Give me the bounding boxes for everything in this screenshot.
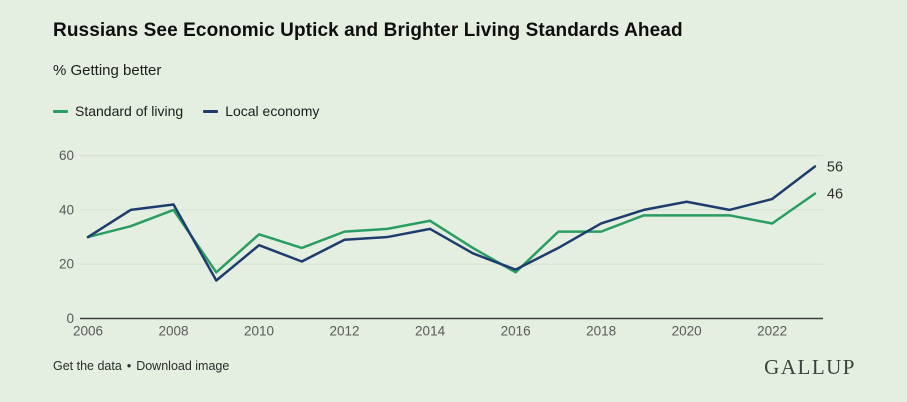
get-the-data-link[interactable]: Get the data — [53, 359, 122, 373]
x-tick-label: 2010 — [244, 324, 274, 339]
x-tick-label: 2018 — [586, 324, 616, 339]
legend-label: Local economy — [225, 103, 320, 119]
download-image-link[interactable]: Download image — [136, 359, 230, 373]
x-tick-label: 2022 — [757, 324, 787, 339]
x-tick-label: 2012 — [330, 324, 360, 339]
series-line-standard-of-living — [86, 192, 817, 274]
legend-swatch-navy — [203, 109, 219, 113]
y-tick-label: 20 — [59, 257, 74, 272]
legend-swatch-green — [53, 109, 68, 113]
chart-subtitle: % Getting better — [53, 62, 162, 79]
x-tick-label: 2006 — [73, 324, 103, 339]
gallup-logo: GALLUP — [764, 355, 856, 379]
series-line-local-economy — [86, 165, 817, 282]
series-end-label: 56 — [827, 159, 843, 175]
x-tick-label: 2016 — [501, 324, 531, 339]
legend-item-local-economy: Local economy — [203, 103, 319, 119]
chart-svg: 0 20 40 60 2006 2008 2010 2012 2014 2016 2018 2020 2… — [59, 148, 843, 339]
line-chart: 0 20 40 60 2006 2008 2010 2012 2014 2016 2018 2020 2… — [0, 135, 907, 355]
x-tick-label: 2020 — [672, 324, 702, 339]
legend: Standard of living Local economy — [53, 103, 319, 119]
y-tick-label: 0 — [66, 311, 74, 326]
legend-item-standard-of-living: Standard of living — [53, 103, 183, 119]
x-tick-label: 2014 — [415, 324, 446, 339]
chart-title: Russians See Economic Uptick and Brighte… — [53, 20, 683, 41]
footer-separator: • — [126, 359, 132, 373]
x-tick-label: 2008 — [158, 324, 188, 339]
legend-label: Standard of living — [75, 103, 184, 119]
y-tick-label: 60 — [59, 148, 74, 163]
series-end-label: 46 — [827, 187, 843, 203]
footer-links: Get the data • Download image — [53, 359, 229, 373]
y-tick-label: 40 — [59, 202, 74, 217]
